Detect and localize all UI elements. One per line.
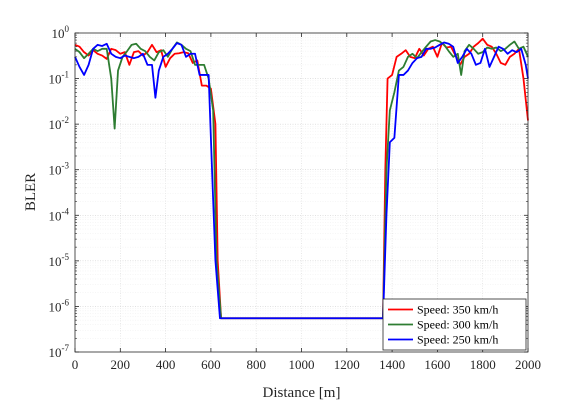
x-tick-label: 1800 (470, 357, 496, 372)
x-tick-labels: 0 200 400 600 800 1000 1200 1400 1600 1800 2000 (72, 357, 541, 372)
y-tick-label: 100 (52, 24, 70, 41)
y-axis-title: BLER (23, 173, 39, 211)
y-tick-labels: 10-7 10-6 10-5 10-4 10-3 10-2 10-1 100 (49, 24, 70, 360)
y-tick-label: 10-7 (49, 343, 70, 360)
series-layer (74, 37, 529, 320)
x-tick-label: 200 (111, 357, 131, 372)
x-tick-label: 1200 (334, 357, 360, 372)
y-tick-label: 10-1 (49, 70, 70, 87)
x-tick-label: 600 (201, 357, 221, 372)
y-tick-label: 10-3 (49, 161, 70, 178)
x-tick-label: 2000 (515, 357, 541, 372)
y-tick-label: 10-6 (49, 297, 70, 314)
y-tick-label: 10-4 (49, 206, 70, 223)
x-tick-label: 400 (156, 357, 176, 372)
x-axis-title: Distance [m] (263, 385, 341, 401)
legend-label: Speed: 300 km/h (417, 318, 498, 332)
series-line-3 (74, 41, 529, 320)
x-tick-label: 0 (72, 357, 79, 372)
x-tick-label: 1000 (289, 357, 315, 372)
y-tick-label: 10-5 (49, 252, 70, 269)
x-tick-label: 1400 (379, 357, 405, 372)
y-tick-label: 10-2 (49, 115, 70, 132)
legend-label: Speed: 250 km/h (417, 333, 498, 347)
legend-label: Speed: 350 km/h (417, 303, 498, 317)
x-tick-label: 800 (246, 357, 266, 372)
x-tick-label: 1600 (424, 357, 450, 372)
